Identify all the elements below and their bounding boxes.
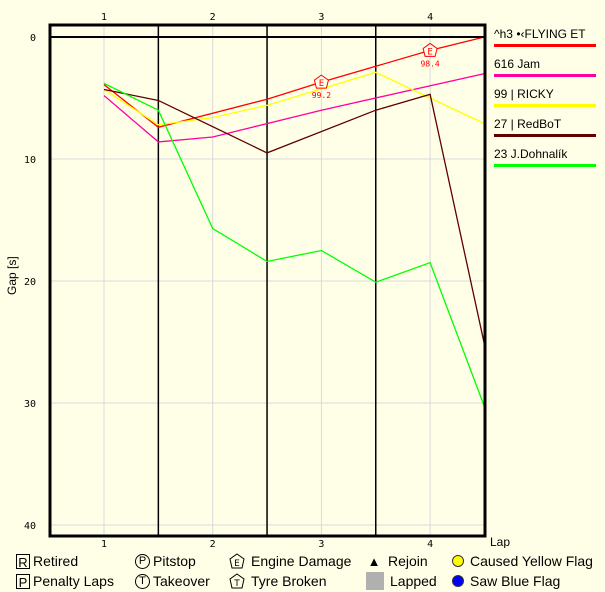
svg-text:T: T bbox=[233, 579, 240, 589]
key-penalty: P Penalty Laps bbox=[16, 571, 114, 591]
series-lines bbox=[103, 36, 486, 407]
key-blue-flag: Saw Blue Flag bbox=[452, 571, 560, 591]
gap-chart: E 99.2 E 98.4 1 2 3 4 1 2 3 4 0 10 20 30 40 Lap Gap [… bbox=[5, 12, 510, 548]
svg-text:10: 10 bbox=[24, 155, 36, 166]
svg-text:3: 3 bbox=[318, 539, 324, 548]
key-engine-damage: E Engine Damage bbox=[229, 551, 351, 571]
key-yellow-flag: Caused Yellow Flag bbox=[452, 551, 593, 571]
x-axis-label: Lap bbox=[490, 535, 510, 548]
annotations: E 99.2 E 98.4 bbox=[312, 42, 440, 100]
key-pitstop: P Pitstop bbox=[135, 551, 196, 571]
legend-item[interactable]: 616 Jam bbox=[494, 56, 604, 86]
svg-text:99.2: 99.2 bbox=[312, 91, 331, 100]
svg-text:E: E bbox=[427, 47, 432, 57]
rejoin-icon: ▲ bbox=[367, 553, 381, 569]
svg-text:3: 3 bbox=[318, 12, 324, 23]
key-lapped: Lapped bbox=[366, 571, 437, 591]
svg-text:98.4: 98.4 bbox=[420, 59, 439, 68]
svg-text:1: 1 bbox=[101, 539, 107, 548]
legend: ^h3 •‹FLYING ET 616 Jam 99 | RICKY 27 | … bbox=[494, 26, 604, 176]
legend-item[interactable]: 23 J.Dohnalík bbox=[494, 146, 604, 176]
penalty-icon: P bbox=[16, 573, 30, 590]
key-rejoin: ▲ Rejoin bbox=[367, 553, 428, 569]
svg-text:2: 2 bbox=[210, 539, 216, 548]
plot-frame bbox=[48, 23, 487, 538]
legend-item[interactable]: 99 | RICKY bbox=[494, 86, 604, 116]
legend-swatch bbox=[494, 134, 596, 137]
legend-swatch bbox=[494, 44, 596, 47]
tyre-broken-icon: T bbox=[229, 573, 245, 589]
lapped-icon bbox=[366, 572, 384, 590]
legend-item[interactable]: ^h3 •‹FLYING ET bbox=[494, 26, 604, 56]
y-ticks: 0 10 20 30 40 bbox=[24, 33, 36, 532]
x-ticks-top: 1 2 3 4 bbox=[101, 12, 433, 23]
svg-text:4: 4 bbox=[427, 12, 433, 23]
symbol-key: R Retired P Penalty Laps P Pitstop T Tak… bbox=[0, 549, 605, 592]
x-ticks-bottom: 1 2 3 4 bbox=[101, 539, 433, 548]
svg-text:E: E bbox=[319, 79, 324, 89]
yellow-flag-icon bbox=[452, 555, 464, 567]
legend-swatch bbox=[494, 164, 596, 167]
svg-text:2: 2 bbox=[210, 12, 216, 23]
key-takeover: T Takeover bbox=[135, 571, 210, 591]
takeover-icon: T bbox=[135, 573, 150, 589]
svg-text:1: 1 bbox=[101, 12, 107, 23]
svg-text:4: 4 bbox=[427, 539, 433, 548]
blue-flag-icon bbox=[452, 575, 464, 587]
y-axis-label: Gap [s] bbox=[5, 256, 19, 295]
key-retired: R Retired bbox=[16, 551, 78, 571]
key-tyre-broken: T Tyre Broken bbox=[229, 571, 326, 591]
svg-text:40: 40 bbox=[24, 521, 36, 532]
legend-swatch bbox=[494, 74, 596, 77]
engine-damage-icon: E bbox=[229, 553, 245, 569]
svg-text:0: 0 bbox=[30, 33, 36, 44]
retired-icon: R bbox=[16, 553, 30, 570]
svg-text:30: 30 bbox=[24, 399, 36, 410]
svg-text:E: E bbox=[234, 559, 240, 569]
legend-item[interactable]: 27 | RedBoT bbox=[494, 116, 604, 146]
pitstop-icon: P bbox=[135, 553, 150, 569]
legend-swatch bbox=[494, 104, 596, 107]
svg-text:20: 20 bbox=[24, 277, 36, 288]
